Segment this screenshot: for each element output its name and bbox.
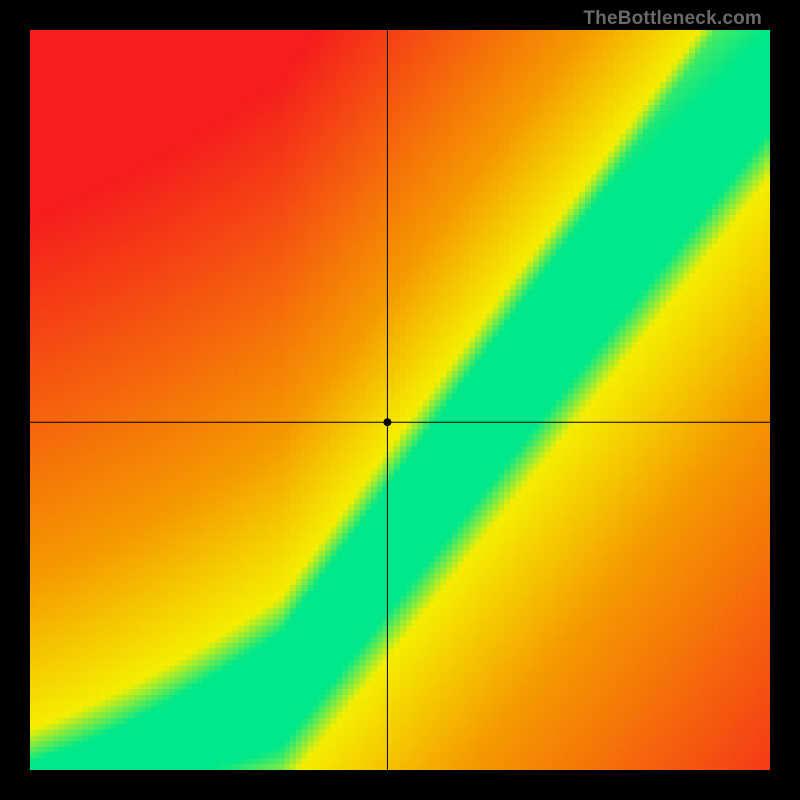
watermark-text: TheBottleneck.com xyxy=(583,8,762,30)
chart-container: TheBottleneck.com xyxy=(0,0,800,800)
bottleneck-heatmap xyxy=(30,30,770,770)
